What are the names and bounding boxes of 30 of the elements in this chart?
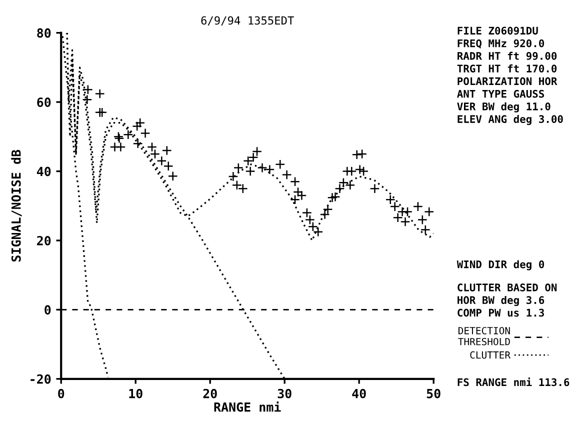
text: CLUTTER BASED ON [458,284,557,292]
x-tick-label: 50 [426,388,440,398]
text: WIND DIR deg 0 [456,260,544,270]
y-tick-label: -20 [30,374,51,384]
text: TRGT HT ft 170.0 [457,64,557,72]
y-tick-label: 60 [37,98,51,107]
x-tick-label: 30 [278,388,292,398]
text: POLARIZATION HOR [458,77,558,86]
text: VER BW deg 11.0 [457,102,550,112]
x-tick-label: 0 [58,388,64,398]
text: ANT TYPE GAUSS [457,90,544,98]
y-tick-label: 0 [44,305,51,315]
y-axis-title: SIGNAL/NOISE dB [11,150,22,262]
text: HOR BW deg 3.6 [458,296,544,306]
y-tick-label: 20 [37,236,51,246]
text: FILE Z06091DU [458,26,538,35]
x-tick-label: 10 [129,388,142,398]
chart-title: 6/9/94 1355EDT [201,16,294,26]
text: FS RANGE nmi 113.6 [458,378,570,386]
y-tick-label: 40 [36,166,51,176]
x-tick-label: 40 [352,388,366,398]
legend-label: CLUTTER [470,351,511,359]
text: RADR HT ft 99.00 [458,52,557,60]
legend-label: DETECTION THRESHOLD [458,326,510,346]
x-axis-title: RANGE nmi [214,401,281,412]
y-tick-label: 80 [37,28,51,38]
text: COMP PW us 1.3 [458,308,544,317]
x-tick-label: 20 [203,388,217,398]
text: FREQ MHz 920.0 [458,39,544,49]
text: ELEV ANG deg 3.00 [458,114,563,126]
